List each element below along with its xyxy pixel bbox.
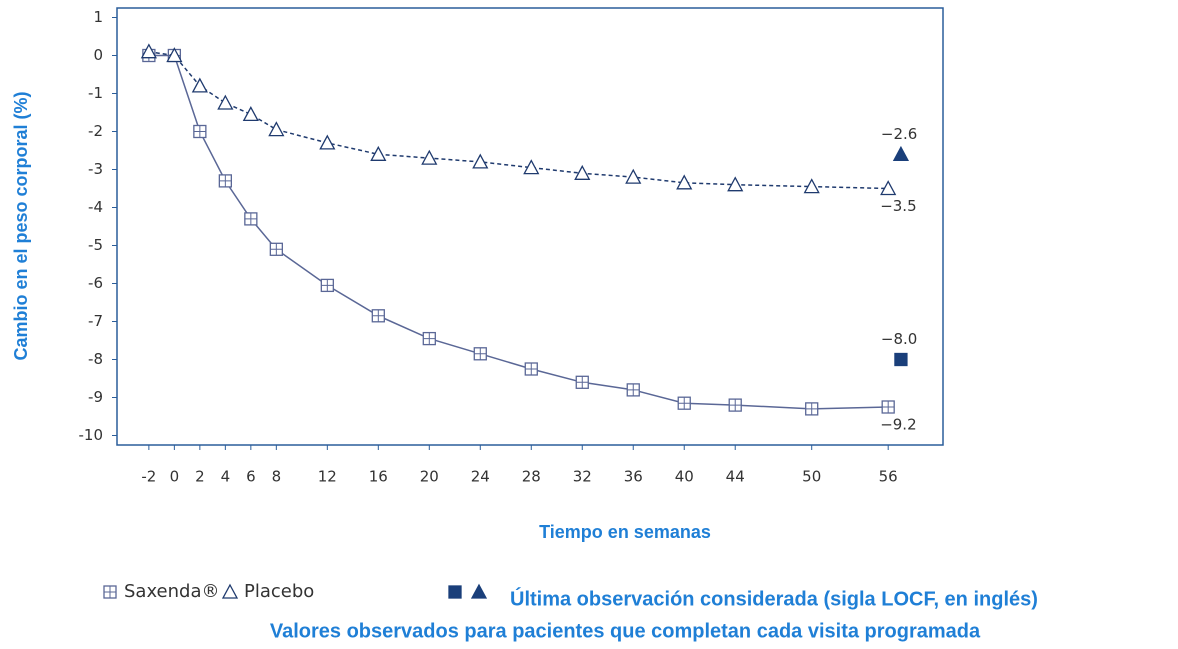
y-tick-label: -5 xyxy=(88,236,103,254)
triangle-marker xyxy=(191,77,208,93)
marker-cross xyxy=(193,125,206,138)
y-tick-label: -3 xyxy=(88,160,103,178)
marker-cross xyxy=(525,363,538,375)
x-axis-title: Tiempo en semanas xyxy=(539,522,711,542)
locf-label: −8.0 xyxy=(881,330,917,348)
y-tick-label: -8 xyxy=(88,350,103,368)
marker-cross xyxy=(627,383,640,396)
legend-swatch xyxy=(470,583,488,599)
end-label: −3.5 xyxy=(880,197,916,215)
legend-label: Saxenda® xyxy=(124,581,220,602)
x-tick-label: 50 xyxy=(802,468,821,486)
x-tick-label: 28 xyxy=(522,468,541,486)
marker-cross xyxy=(219,174,232,187)
x-tick-label: 4 xyxy=(221,468,231,486)
x-tick-label: 44 xyxy=(726,468,745,486)
locf-legend-label: Última observación considerada (sigla LO… xyxy=(510,586,1038,610)
x-tick-label: 36 xyxy=(624,468,643,486)
legend-swatch xyxy=(448,585,462,599)
y-tick-label: 1 xyxy=(93,8,103,26)
triangle-marker xyxy=(370,145,387,161)
legend-label: Placebo xyxy=(244,581,314,602)
y-tick-label: -6 xyxy=(88,274,103,292)
triangle-marker xyxy=(421,149,438,165)
y-tick-label: -1 xyxy=(88,84,103,102)
y-tick-label: -9 xyxy=(88,388,103,406)
marker-cross xyxy=(423,332,436,345)
end-label: −9.2 xyxy=(880,416,916,434)
x-tick-label: 12 xyxy=(318,468,337,486)
y-tick-label: -4 xyxy=(88,198,103,216)
x-tick-label: 0 xyxy=(170,468,180,486)
triangle-marker xyxy=(880,180,897,196)
marker-cross xyxy=(104,586,116,598)
note: Valores observados para pacientes que co… xyxy=(270,620,981,642)
square-marker xyxy=(894,352,908,367)
series-line xyxy=(148,54,889,410)
triangle-marker xyxy=(727,176,744,192)
x-tick-label: -2 xyxy=(141,468,156,486)
y-tick-label: 0 xyxy=(93,46,103,64)
marker-cross xyxy=(321,279,334,292)
marker-cross xyxy=(729,399,742,412)
legend-swatch xyxy=(221,583,239,599)
y-axis-title: Cambio en el peso corporal (%) xyxy=(11,91,31,360)
triangle-marker xyxy=(803,178,820,194)
triangle-marker xyxy=(472,153,489,169)
marker-cross xyxy=(270,243,283,256)
marker-cross xyxy=(678,397,691,410)
y-tick-label: -2 xyxy=(88,122,103,140)
plot-frame xyxy=(116,7,944,446)
x-tick-label: 2 xyxy=(195,468,205,486)
x-tick-label: 40 xyxy=(675,468,694,486)
triangle-marker xyxy=(892,145,910,161)
x-tick-label: 6 xyxy=(246,468,256,486)
x-tick-label: 8 xyxy=(272,468,282,486)
marker-cross xyxy=(372,309,385,322)
triangle-marker xyxy=(523,159,540,175)
triangle-marker xyxy=(242,106,259,122)
triangle-marker xyxy=(166,47,183,63)
x-tick-label: 32 xyxy=(573,468,592,486)
x-tick-label: 20 xyxy=(420,468,439,486)
marker-cross xyxy=(576,376,589,389)
marker-cross xyxy=(474,347,487,360)
triangle-marker xyxy=(625,168,642,184)
triangle-marker xyxy=(574,164,591,180)
triangle-marker xyxy=(140,43,157,59)
x-tick-label: 24 xyxy=(471,468,490,486)
marker-cross xyxy=(805,402,818,415)
y-tick-label: -10 xyxy=(79,426,104,444)
x-tick-label: 56 xyxy=(879,468,898,486)
series-line xyxy=(148,50,889,190)
y-tick-label: -7 xyxy=(88,312,103,330)
triangle-marker xyxy=(676,174,693,190)
x-tick-label: 16 xyxy=(369,468,388,486)
marker-cross xyxy=(244,212,257,225)
marker-cross xyxy=(882,401,895,413)
triangle-marker xyxy=(217,94,234,110)
triangle-marker xyxy=(319,134,336,150)
triangle-marker xyxy=(268,121,285,137)
locf-label: −2.6 xyxy=(881,125,917,143)
